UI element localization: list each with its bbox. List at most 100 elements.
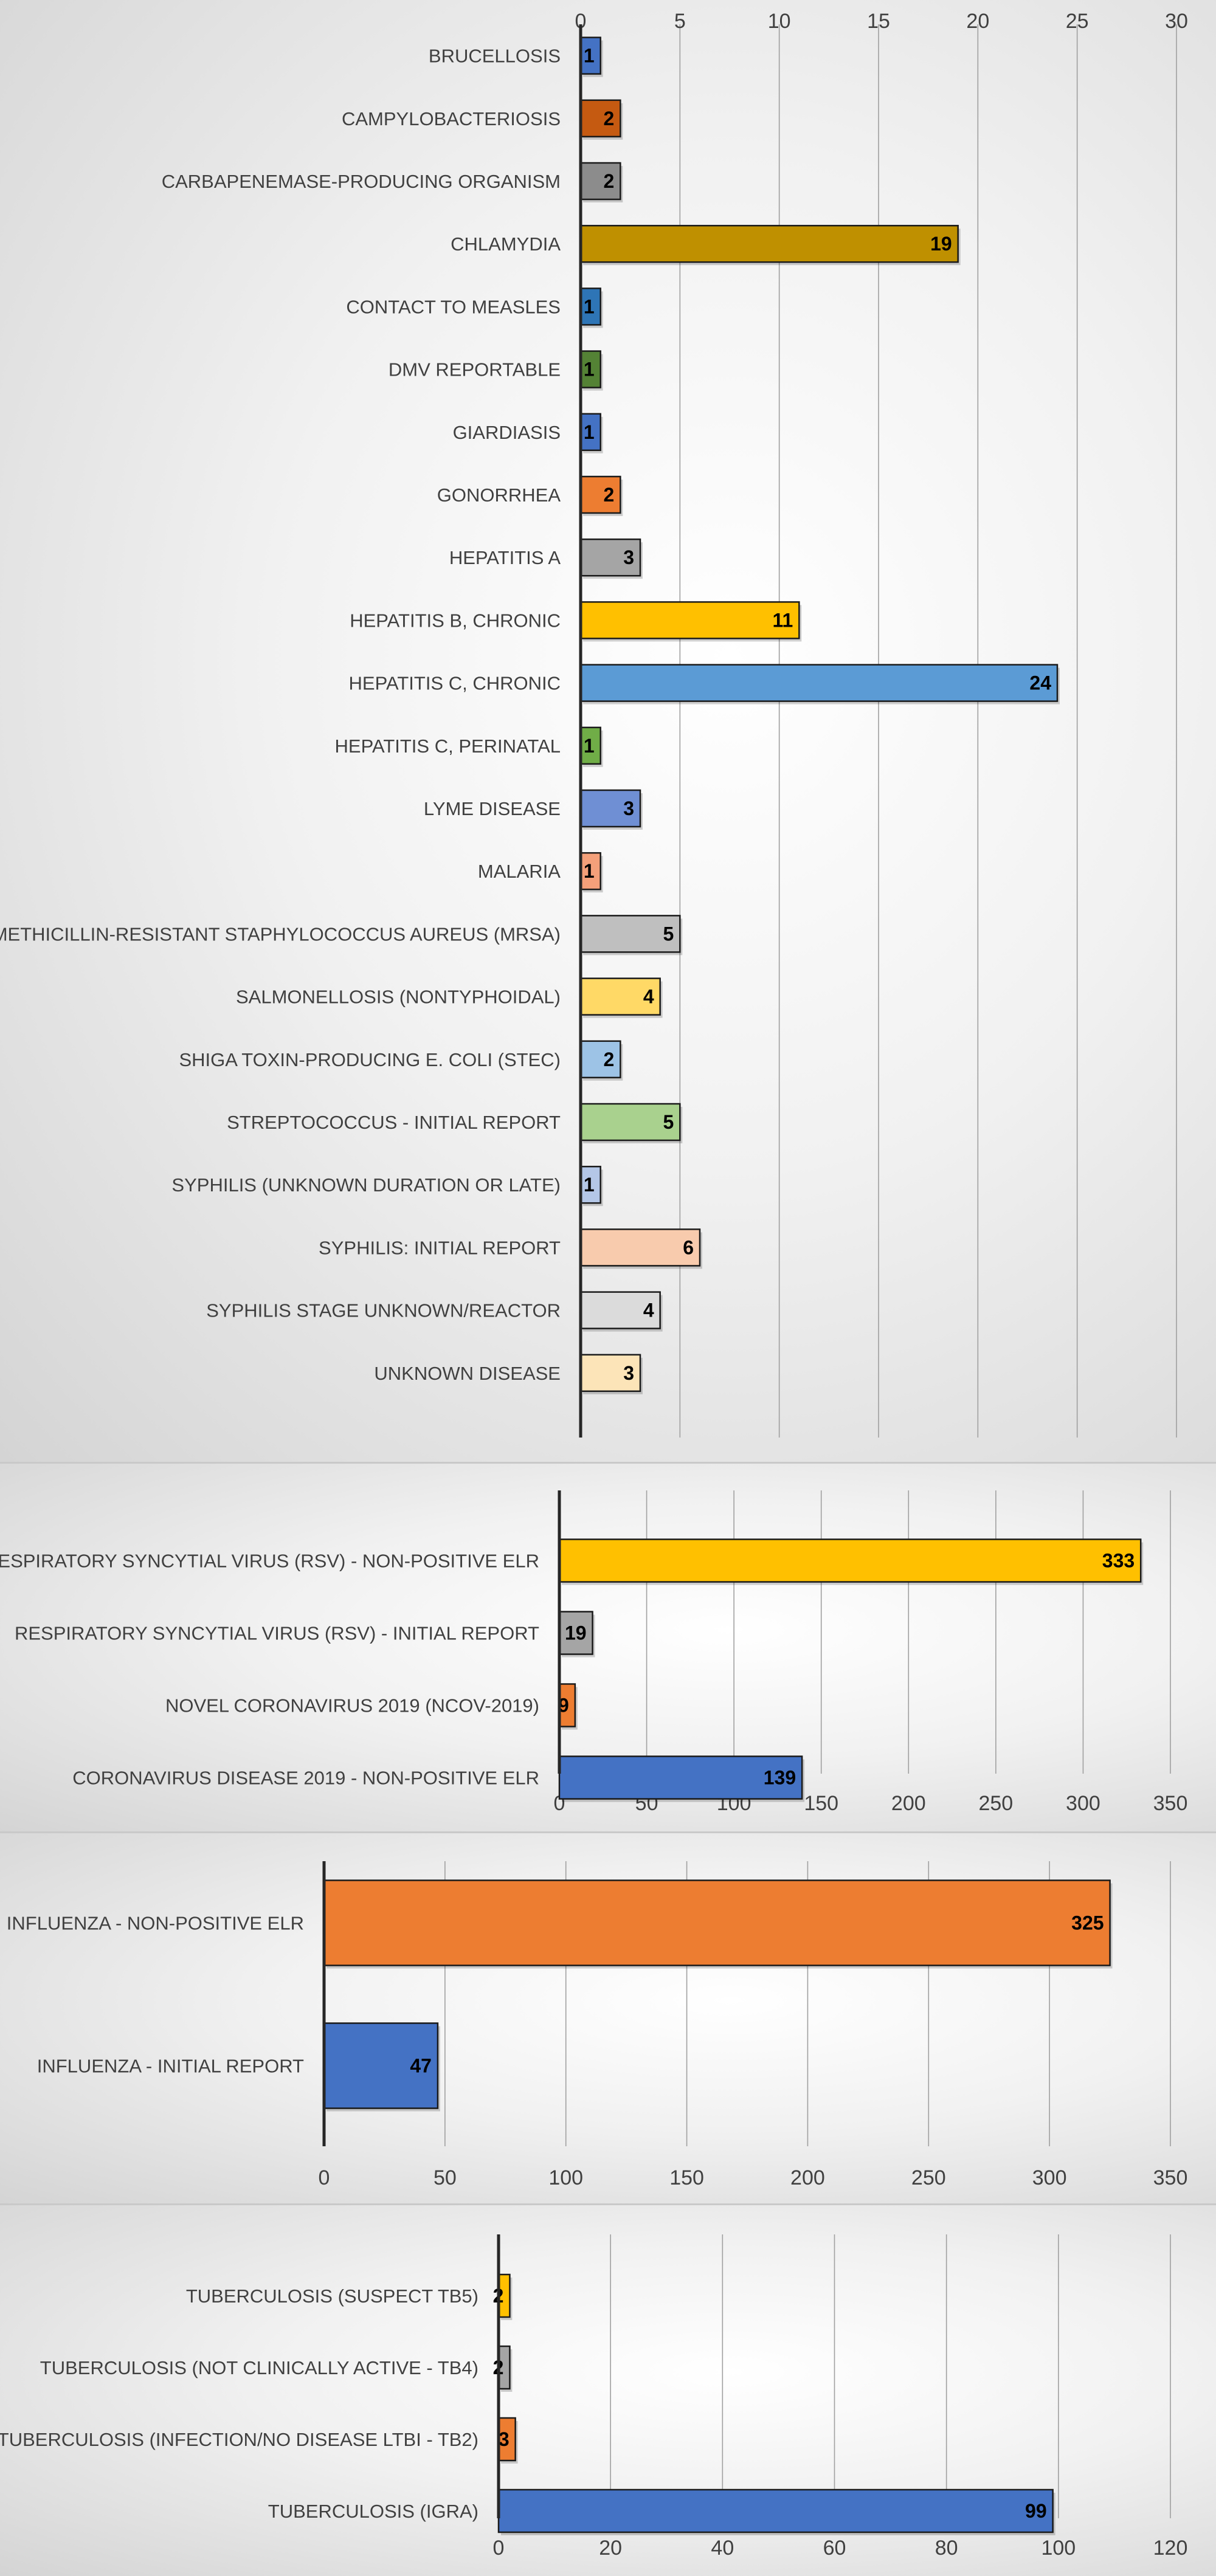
bar [579, 977, 661, 1016]
bar [579, 726, 601, 765]
data-label: 333 [1102, 1550, 1135, 1572]
bar [323, 1879, 1111, 1966]
bar [579, 350, 601, 388]
data-label: 1 [584, 735, 595, 757]
category-label: BRUCELLOSIS [429, 46, 561, 67]
tick-label: 200 [891, 1792, 926, 1815]
bar [558, 1683, 576, 1727]
category-label: NOVEL CORONAVIRUS 2019 (NCOV-2019) [165, 1695, 539, 1717]
data-label: 2 [604, 484, 615, 506]
chart-panel-reportable-diseases: 0 5 10 15 20 25 30 BRUCELLOSIS 1 CAMPYLOBACTERIOS… [0, 0, 1216, 1462]
category-label: CHLAMYDIA [451, 233, 561, 255]
bar [579, 475, 621, 514]
data-label: 1 [584, 860, 595, 882]
category-label: CORONAVIRUS DISEASE 2019 - NON-POSITIVE … [72, 1768, 539, 1789]
bar [579, 852, 601, 890]
bar [579, 601, 800, 639]
bar [579, 538, 641, 577]
bar-chart-2: 0 50 100 150 200 250 300 350 INFLUENZA - NON-POS… [7, 1861, 1188, 2189]
bar [497, 2488, 1054, 2533]
data-label: 2 [604, 170, 615, 192]
category-label: TUBERCULOSIS (NOT CLINICALLY ACTIVE - TB… [40, 2357, 478, 2378]
category-label: HEPATITIS C, CHRONIC [349, 673, 561, 694]
tick-label: 150 [669, 2166, 704, 2189]
tick-label: 40 [711, 2536, 734, 2560]
data-label: 3 [623, 546, 634, 568]
bar [579, 162, 621, 201]
data-label: 1 [584, 45, 595, 67]
data-label: 4 [643, 986, 654, 1008]
data-label: 1 [584, 359, 595, 381]
tick-label: 50 [434, 2166, 457, 2189]
bar [558, 1538, 1142, 1583]
tick-label: 300 [1032, 2166, 1067, 2189]
category-label: INFLUENZA - NON-POSITIVE ELR [7, 1913, 304, 1934]
category-label: CARBAPENEMASE-PRODUCING ORGANISM [162, 171, 561, 192]
data-label: 3 [623, 797, 634, 819]
category-label: HEPATITIS C, PERINATAL [335, 735, 561, 757]
category-label: CAMPYLOBACTERIOSIS [342, 108, 561, 129]
data-label: 1 [584, 421, 595, 443]
tick-label: 350 [1153, 1792, 1188, 1815]
chart-panel-influenza: 0 50 100 150 200 250 300 350 INFLUENZA - NON-POS… [0, 1831, 1216, 2205]
category-label: UNKNOWN DISEASE [374, 1363, 561, 1384]
tick-label: 300 [1066, 1792, 1100, 1815]
category-label: INFLUENZA - INITIAL REPORT [37, 2056, 304, 2077]
bar [579, 224, 959, 263]
tick-label: 350 [1153, 2166, 1188, 2189]
data-label: 1 [584, 295, 595, 317]
data-label: 19 [930, 233, 952, 255]
data-label: 5 [663, 923, 674, 945]
category-label: GIARDIASIS [453, 422, 561, 443]
bar [579, 789, 641, 828]
category-label: RESPIRATORY SYNCYTIAL VIRUS (RSV) - INIT… [15, 1623, 539, 1644]
bar [579, 1228, 701, 1267]
chart-panel-respiratory: 0 50 100 150 200 250 300 350 RESPIRATORY SYNCYTI… [0, 1462, 1216, 1833]
data-label: 99 [1025, 2500, 1047, 2522]
tick-label: 120 [1153, 2536, 1188, 2560]
data-label: 24 [1029, 672, 1051, 694]
category-label: SYPHILIS STAGE UNKNOWN/REACTOR [206, 1300, 561, 1321]
category-label: RESPIRATORY SYNCYTIAL VIRUS (RSV) - NON-… [0, 1551, 539, 1572]
category-label: DMV REPORTABLE [389, 359, 561, 381]
data-label: 19 [565, 1622, 587, 1644]
tick-label: 10 [768, 10, 791, 33]
data-label: 139 [764, 1767, 796, 1789]
bar [579, 1291, 661, 1329]
category-label: STREPTOCOCCUS - INITIAL REPORT [227, 1112, 561, 1133]
bar [323, 2022, 439, 2109]
category-label: HEPATITIS A [449, 547, 561, 568]
tick-label: 0 [493, 2536, 505, 2560]
tick-label: 100 [548, 2166, 583, 2189]
category-label: LYME DISEASE [424, 798, 561, 819]
tick-label: 20 [966, 10, 989, 33]
tick-label: 200 [790, 2166, 825, 2189]
category-label: CONTACT TO MEASLES [346, 296, 561, 317]
data-label: 6 [683, 1236, 694, 1258]
category-label: TUBERCULOSIS (INFECTION/NO DISEASE LTBI … [0, 2429, 478, 2450]
chart-panel-tuberculosis: 0 20 40 60 80 100 120 TUBERCULOSIS (SUSPECT TB5… [0, 2203, 1216, 2576]
category-label: SALMONELLOSIS (NONTYPHOIDAL) [236, 987, 561, 1008]
data-label: 3 [499, 2428, 510, 2450]
bar [579, 1165, 601, 1204]
category-label: SYPHILIS (UNKNOWN DURATION OR LATE) [171, 1174, 561, 1196]
data-label: 47 [410, 2055, 432, 2077]
bar [579, 1354, 641, 1393]
category-label: TUBERCULOSIS (IGRA) [268, 2501, 478, 2522]
tick-label: 5 [674, 10, 686, 33]
tick-label: 150 [804, 1792, 838, 1815]
data-label: 2 [604, 1049, 615, 1070]
bar [558, 1611, 593, 1655]
tick-label: 15 [867, 10, 890, 33]
data-label: 2 [604, 108, 615, 129]
data-label: 5 [663, 1111, 674, 1133]
bar [579, 1040, 621, 1079]
category-label: GONORRHEA [437, 484, 561, 506]
tick-label: 20 [599, 2536, 622, 2560]
category-label: MALARIA [478, 861, 561, 882]
data-label: 4 [643, 1300, 654, 1321]
data-label: 3 [623, 1362, 634, 1384]
